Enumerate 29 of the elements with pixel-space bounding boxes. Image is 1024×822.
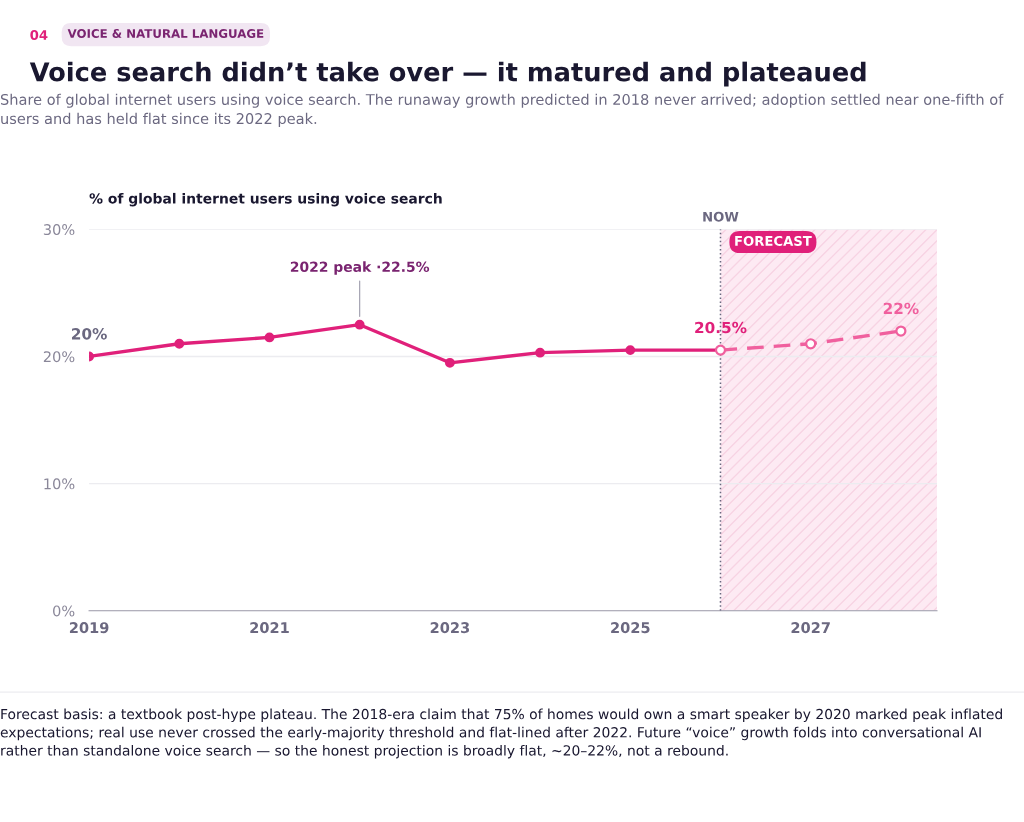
data-label: 22% [883,302,919,315]
x-tick-label: 2021 [250,622,289,634]
y-axis-title: % of global internet users using voice search [89,192,442,207]
ref-line-label: NOW [703,211,739,222]
text: 04 [30,30,48,40]
y-tick-label: 30% [43,224,75,236]
chart-subtitle: Share of global internet users using voice search. The runaway growth predicted in 2018 never arrived; adoption settled near one-fifth of users and has held flat since its 2022 peak. [0,93,1004,127]
point [535,347,546,358]
band-label: FORECAST [735,235,812,246]
point [174,338,185,349]
text: VOICE & NATURAL LANGUAGE [67,29,264,38]
x-tick-label: 2025 [611,622,650,634]
point [895,325,907,337]
y-tick-label: 10% [44,478,75,490]
x-tick-label: 2027 [791,622,830,634]
annotation: 2022 peak ·22.5% [290,261,430,275]
x-tick-label: 2019 [69,622,109,634]
data-label: 20.5% [695,321,747,334]
point [354,319,365,330]
data-label: 20% [72,328,107,340]
y-tick-label: 20% [43,351,75,363]
point [625,345,636,356]
point [264,332,275,343]
point [444,357,455,368]
point [805,338,817,350]
y-tick-label: 0% [53,605,75,617]
text: Forecast basis: a textbook post-hype plateau. The 2018-era claim that 75% of homes would own a smart speaker by 2020 marked peak inflated expectations; real use never crossed the early-majority threshold and flat-lined after 2022. Future “voice” growth folds into conversational AI rather than standalone voice search — so the honest projection is broadly flat, ~20–22%, not a rebound. [0,708,1002,759]
chart-title: Voice search didn’t take over — it matured and plateaued [29,61,866,87]
x-tick-label: 2023 [430,622,470,634]
